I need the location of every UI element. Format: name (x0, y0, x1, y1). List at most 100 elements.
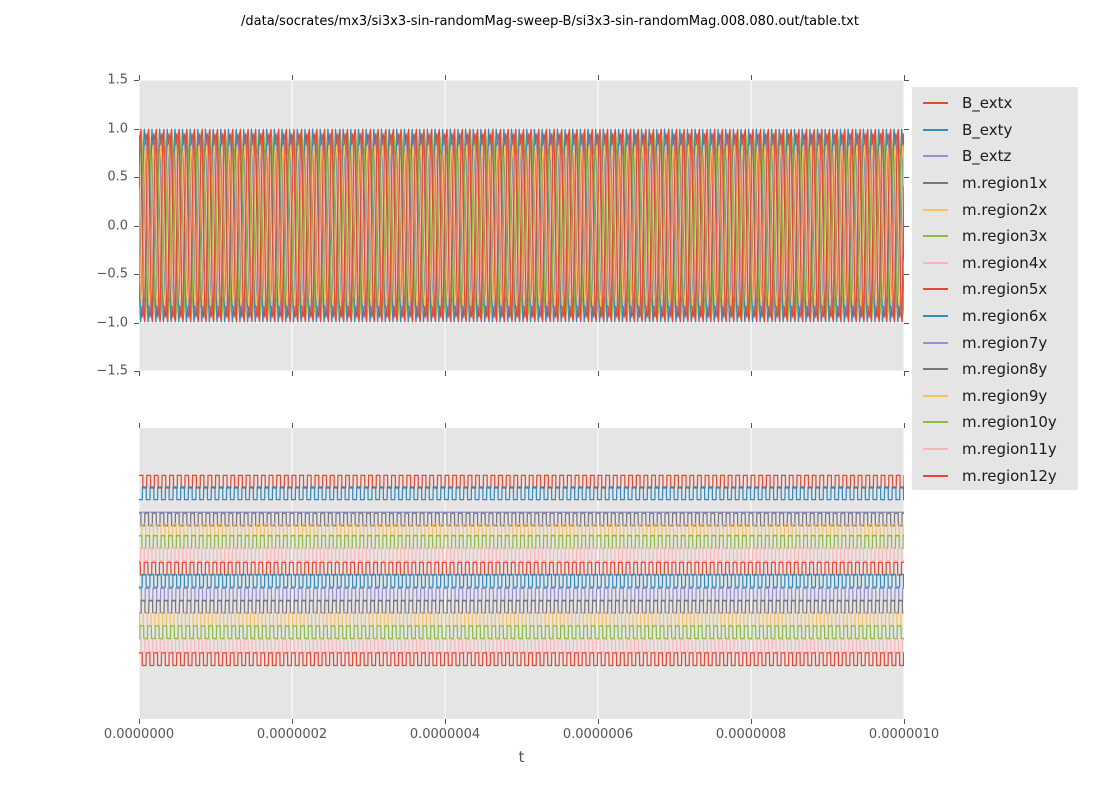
series-m.region7y (139, 587, 904, 602)
legend-label: m.region12y (962, 466, 1057, 485)
legend-item: m.region6x (912, 303, 1078, 330)
tick-mark (751, 75, 752, 80)
tick-mark (139, 423, 140, 428)
tick-mark (904, 274, 909, 275)
tick-mark (445, 75, 446, 80)
legend-item: m.region4x (912, 250, 1078, 277)
tick-mark (139, 719, 140, 724)
series-m.region5x (139, 561, 904, 576)
tick-mark (751, 371, 752, 376)
y-tick-label: 1.0 (107, 121, 128, 136)
legend-item: m.region12y (912, 462, 1078, 489)
legend: B_extx B_exty B_extz m.region1x m.region2x m.… (912, 87, 1078, 490)
legend-item: m.region5x (912, 276, 1078, 303)
tick-mark (904, 128, 909, 130)
legend-item: B_extx (912, 90, 1078, 117)
tick-mark (292, 371, 293, 376)
legend-label: m.region7y (962, 333, 1048, 352)
tick-mark (292, 719, 293, 724)
series-m.region8y (139, 599, 904, 614)
legend-line-swatch (923, 128, 948, 131)
legend-label: m.region4x (962, 253, 1048, 272)
legend-line-swatch (923, 315, 948, 318)
legend-item: m.region2x (912, 196, 1078, 223)
legend-item: m.region9y (912, 383, 1078, 410)
tick-mark (904, 371, 905, 376)
legend-item: m.region1x (912, 170, 1078, 197)
legend-label: m.region11y (962, 440, 1057, 459)
legend-line-swatch (923, 288, 948, 291)
series-m.region11y (139, 638, 904, 653)
x-tick-label: 0.0000000 (103, 727, 175, 742)
legend-label: B_extz (962, 147, 1012, 166)
tick-mark (134, 225, 139, 227)
tick-mark (904, 80, 909, 81)
legend-line-swatch (923, 235, 948, 238)
tick-mark (134, 80, 139, 81)
legend-item: B_extz (912, 143, 1078, 170)
legend-line-swatch (923, 155, 948, 158)
tick-mark (598, 371, 599, 376)
series-m.region4x (139, 547, 904, 562)
tick-mark (904, 371, 909, 372)
legend-label: m.region9y (962, 386, 1048, 405)
legend-line-swatch (923, 368, 948, 371)
tick-mark (904, 322, 909, 324)
x-tick-label: 0.0000008 (715, 727, 787, 742)
tick-mark (292, 423, 293, 428)
series-m.region3x (139, 534, 904, 549)
tick-mark (134, 274, 139, 275)
legend-label: m.region5x (962, 280, 1048, 299)
legend-line-swatch (923, 341, 948, 344)
y-tick-label: 1.5 (107, 72, 128, 88)
tick-mark (292, 75, 293, 80)
legend-item: m.region7y (912, 329, 1078, 356)
series-m.region10y (139, 625, 904, 640)
tick-mark (445, 371, 446, 376)
x-tick-label: 0.0000010 (868, 727, 940, 742)
legend-item: m.region10y (912, 409, 1078, 436)
legend-line-swatch (923, 261, 948, 264)
legend-item: m.region11y (912, 436, 1078, 463)
legend-line-swatch (923, 102, 948, 105)
legend-line-swatch (923, 421, 948, 424)
tick-mark (751, 423, 752, 428)
tick-mark (598, 423, 599, 428)
series-B_extx (139, 474, 904, 489)
series-m.region9y (139, 612, 904, 627)
legend-item: B_exty (912, 117, 1078, 144)
tick-mark (445, 719, 446, 724)
tick-mark (134, 371, 139, 372)
tick-mark (134, 322, 139, 324)
series-m.region11y (139, 152, 904, 299)
legend-label: m.region1x (962, 174, 1048, 193)
y-tick-label: −0.5 (96, 266, 128, 282)
legend-label: m.region2x (962, 200, 1048, 219)
legend-line-swatch (923, 474, 948, 477)
tick-mark (139, 371, 140, 376)
legend-line-swatch (923, 394, 948, 397)
legend-item: m.region3x (912, 223, 1078, 250)
tick-mark (904, 423, 905, 428)
y-tick-label: −1.5 (96, 363, 128, 379)
tick-mark (134, 128, 139, 130)
tick-mark (904, 75, 905, 80)
series-m.region12y (139, 131, 904, 320)
x-tick-label: 0.0000004 (409, 727, 481, 742)
legend-label: m.region10y (962, 413, 1057, 432)
tick-mark (904, 225, 909, 227)
x-tick-label: 0.0000002 (256, 727, 328, 742)
tick-mark (904, 719, 905, 724)
y-tick-label: −1.0 (96, 315, 128, 330)
series-m.region2x (139, 523, 904, 537)
legend-label: B_exty (962, 120, 1013, 139)
series-m.region12y (139, 652, 904, 667)
legend-label: m.region8y (962, 360, 1048, 379)
bottom-plot-area (139, 428, 904, 719)
tick-mark (751, 719, 752, 724)
legend-line-swatch (923, 182, 948, 185)
tick-mark (598, 75, 599, 80)
legend-label: B_extx (962, 94, 1013, 113)
tick-mark (904, 177, 909, 178)
plot-title: /data/socrates/mx3/si3x3-sin-randomMag-s… (241, 14, 859, 29)
